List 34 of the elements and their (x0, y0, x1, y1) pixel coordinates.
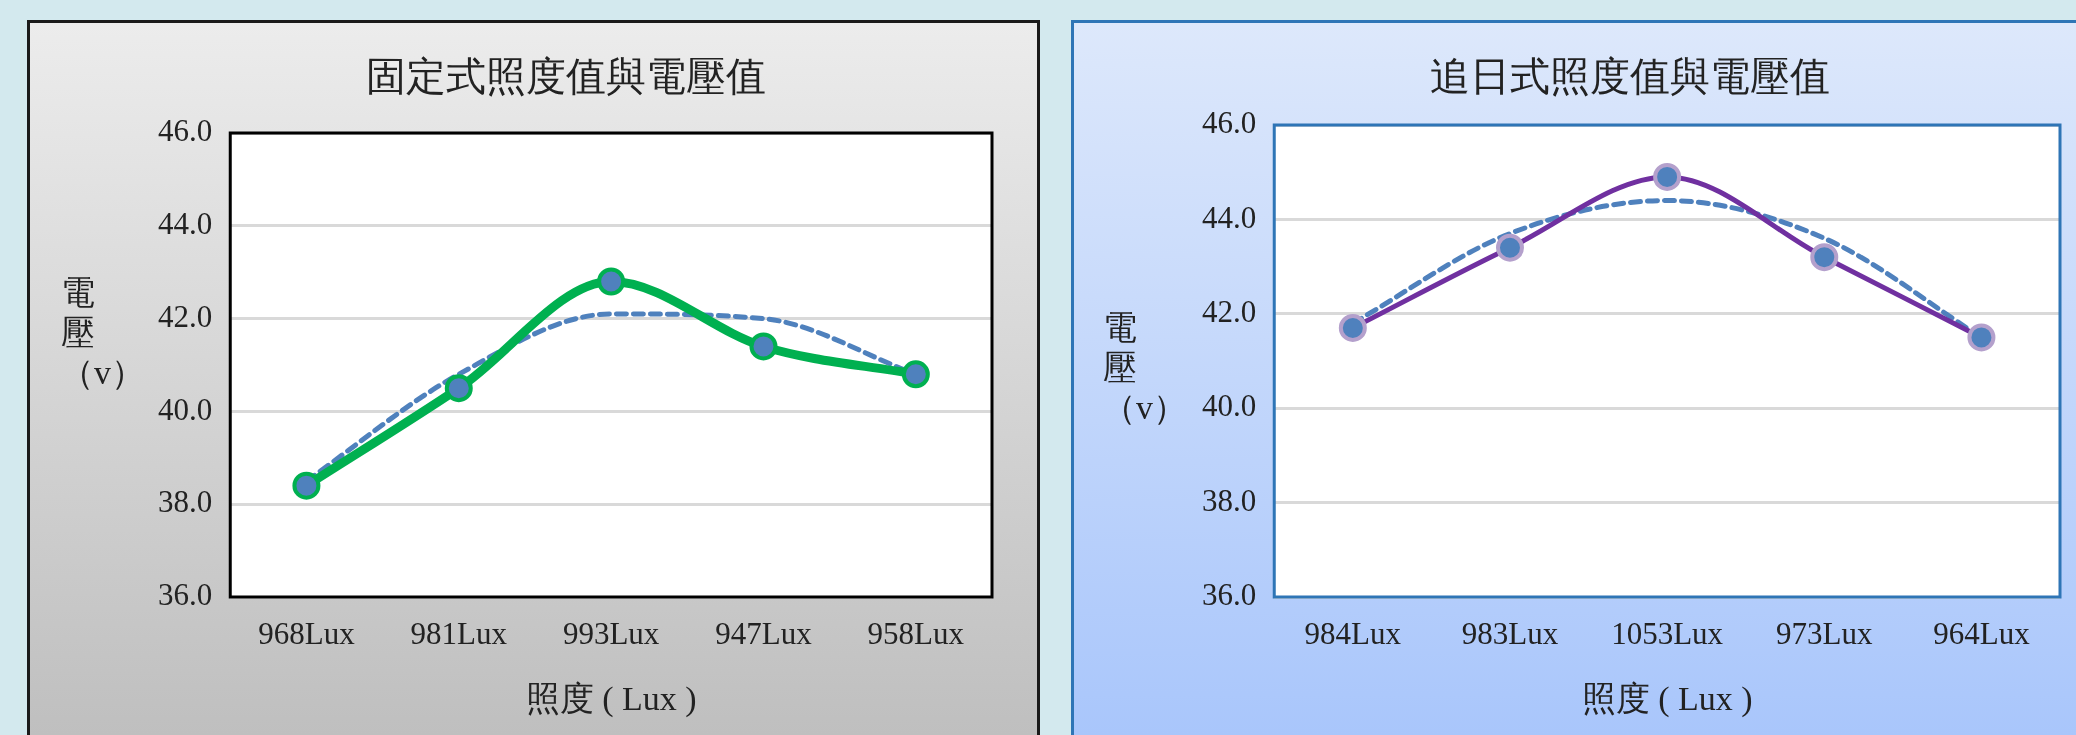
y-tick-label: 40.0 (1202, 388, 1257, 424)
point (292, 471, 321, 500)
x-tick-label: 983Lux (1461, 615, 1559, 651)
point (901, 360, 930, 389)
point (749, 332, 778, 361)
y-tick-label: 46.0 (1202, 105, 1257, 141)
y-tick-label: 44.0 (158, 205, 213, 241)
chart-title: 追日式照度值與電壓值 (1430, 53, 1830, 99)
y-tick-label: 38.0 (158, 484, 213, 520)
x-axis-title: 照度 ( Lux ) (525, 679, 697, 718)
y-tick-label: 40.0 (158, 391, 213, 427)
y-tick-label: 44.0 (1202, 199, 1257, 235)
y-axis-title: 電壓（v） (60, 273, 145, 393)
x-tick-label: 981Lux (410, 615, 508, 651)
x-tick-label: 984Lux (1304, 615, 1402, 651)
point (444, 374, 473, 403)
x-tick-label: 973Lux (1776, 615, 1873, 651)
y-tick-label: 46.0 (158, 113, 213, 149)
chart-title: 固定式照度值與電壓值 (366, 53, 766, 99)
x-tick-label: 1053Lux (1611, 615, 1724, 651)
y-tick-label: 38.0 (1202, 482, 1257, 518)
y-tick-label: 36.0 (1202, 577, 1257, 613)
y-tick-label: 36.0 (158, 577, 213, 613)
point (1967, 323, 1996, 352)
x-tick-label: 993Lux (562, 615, 660, 651)
y-tick-label: 42.0 (1202, 293, 1257, 329)
x-tick-label: 947Lux (715, 615, 813, 651)
y-tick-label: 42.0 (158, 298, 213, 334)
x-tick-label: 964Lux (1933, 615, 2031, 651)
x-tick-label: 958Lux (867, 615, 965, 651)
point (597, 267, 626, 296)
x-tick-label: 968Lux (258, 615, 356, 651)
x-axis-title: 照度 ( Lux ) (1581, 679, 1753, 718)
y-axis-title: 電壓（v） (1102, 308, 1187, 428)
